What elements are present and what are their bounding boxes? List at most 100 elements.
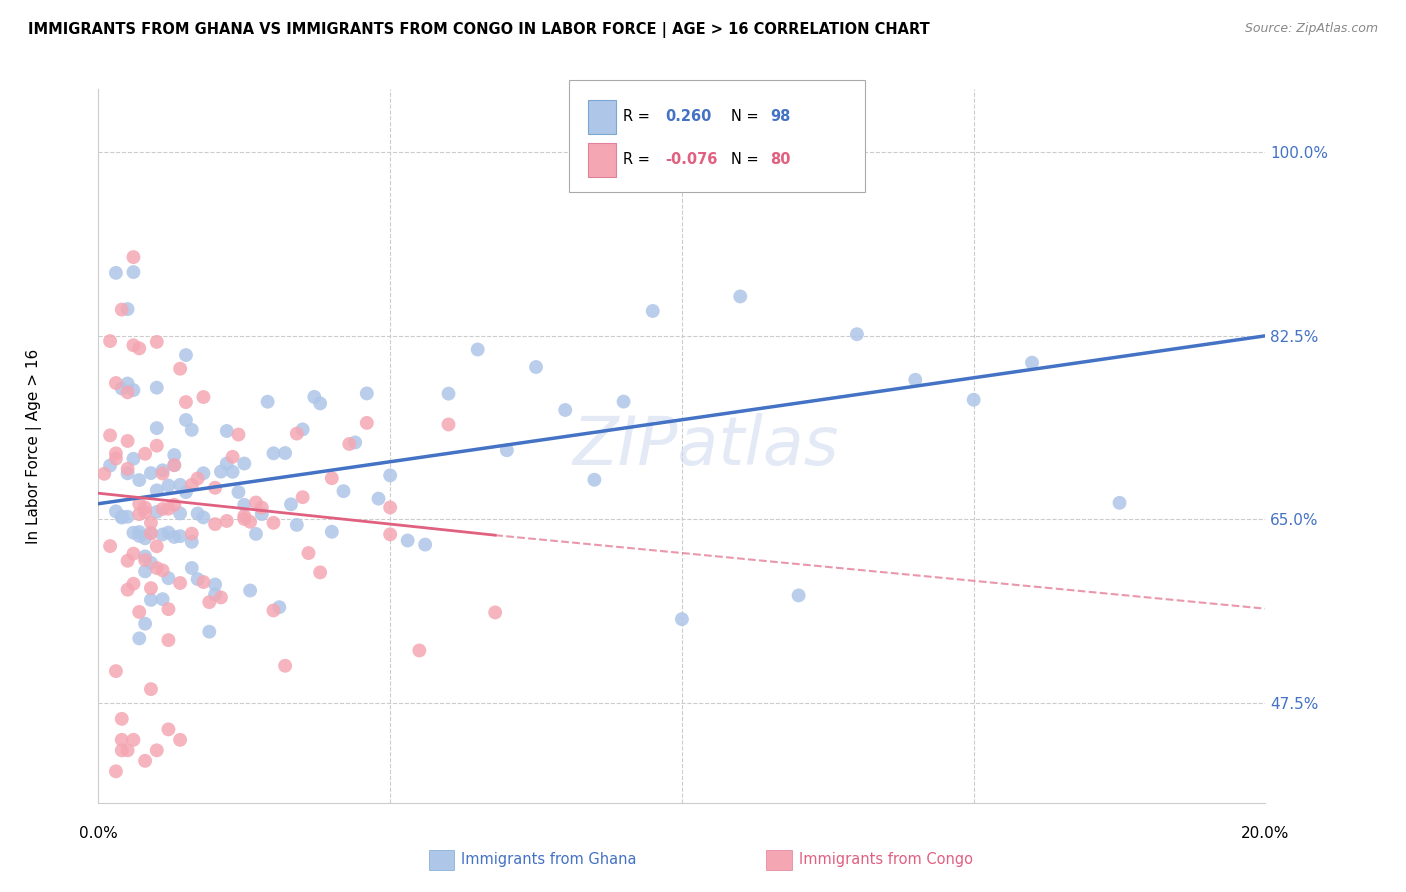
- Point: [157, 478, 180, 492]
- Point: [344, 435, 367, 450]
- Point: [169, 361, 191, 376]
- Text: 0.0%: 0.0%: [79, 826, 118, 841]
- Point: [146, 381, 169, 395]
- Text: N =: N =: [731, 110, 759, 124]
- Point: [128, 524, 150, 539]
- Point: [134, 505, 156, 519]
- Point: [641, 304, 664, 318]
- Point: [233, 498, 256, 512]
- Point: [134, 531, 156, 545]
- Point: [152, 502, 174, 516]
- Point: [111, 509, 134, 524]
- Point: [484, 606, 506, 620]
- Point: [250, 500, 273, 515]
- Point: [180, 423, 202, 437]
- Point: [612, 394, 634, 409]
- Point: [291, 422, 314, 436]
- Text: ZIPatlas: ZIPatlas: [572, 413, 838, 479]
- Point: [163, 498, 186, 512]
- Point: [321, 524, 343, 539]
- Point: [122, 732, 145, 747]
- Point: [321, 471, 343, 485]
- Point: [193, 390, 215, 404]
- Point: [250, 507, 273, 521]
- Point: [174, 485, 197, 500]
- Point: [262, 603, 284, 617]
- Point: [139, 682, 162, 697]
- Point: [174, 413, 197, 427]
- Point: [117, 467, 139, 481]
- Text: N =: N =: [731, 153, 759, 167]
- Point: [117, 509, 139, 524]
- Point: [193, 575, 215, 590]
- Point: [297, 546, 319, 560]
- Point: [128, 497, 150, 511]
- Point: [146, 334, 169, 349]
- Point: [304, 390, 326, 404]
- Point: [495, 443, 517, 458]
- Point: [356, 386, 378, 401]
- Point: [117, 462, 139, 476]
- Point: [122, 451, 145, 466]
- Point: [169, 529, 191, 543]
- Point: [111, 743, 134, 757]
- Point: [228, 485, 250, 500]
- Point: [437, 417, 460, 432]
- Point: [309, 396, 332, 410]
- Point: [117, 582, 139, 597]
- Point: [104, 266, 127, 280]
- Point: [554, 403, 576, 417]
- Point: [152, 592, 174, 607]
- Point: [233, 457, 256, 471]
- Point: [146, 539, 169, 553]
- Point: [378, 527, 402, 541]
- Point: [157, 602, 180, 616]
- Point: [139, 593, 162, 607]
- Point: [467, 343, 489, 357]
- Point: [117, 301, 139, 316]
- Point: [378, 500, 402, 515]
- Point: [180, 561, 202, 575]
- Point: [146, 505, 169, 519]
- Text: Immigrants from Ghana: Immigrants from Ghana: [461, 853, 637, 867]
- Point: [193, 510, 215, 524]
- Point: [187, 471, 209, 485]
- Point: [111, 712, 134, 726]
- Point: [262, 516, 284, 530]
- Point: [221, 450, 243, 464]
- Text: Source: ZipAtlas.com: Source: ZipAtlas.com: [1244, 22, 1378, 36]
- Point: [152, 563, 174, 577]
- Point: [104, 446, 127, 460]
- Point: [204, 517, 226, 532]
- Point: [209, 591, 232, 605]
- Point: [104, 451, 127, 466]
- Point: [367, 491, 389, 506]
- Point: [285, 426, 308, 441]
- Point: [163, 448, 186, 462]
- Point: [524, 359, 547, 374]
- Point: [174, 348, 197, 362]
- Point: [583, 473, 606, 487]
- Point: [204, 577, 226, 591]
- Point: [128, 529, 150, 543]
- Point: [187, 572, 209, 586]
- Point: [180, 534, 202, 549]
- Text: R =: R =: [623, 110, 650, 124]
- Point: [122, 265, 145, 279]
- Text: 80: 80: [770, 153, 792, 167]
- Point: [309, 566, 332, 580]
- Point: [378, 468, 402, 483]
- Point: [163, 458, 186, 472]
- Point: [291, 490, 314, 504]
- Point: [198, 595, 221, 609]
- Point: [98, 428, 121, 442]
- Point: [98, 334, 121, 348]
- Point: [274, 658, 297, 673]
- Point: [169, 576, 191, 591]
- Point: [146, 439, 169, 453]
- Point: [209, 465, 232, 479]
- Point: [122, 547, 145, 561]
- Point: [163, 530, 186, 544]
- Point: [104, 376, 127, 390]
- Point: [117, 434, 139, 448]
